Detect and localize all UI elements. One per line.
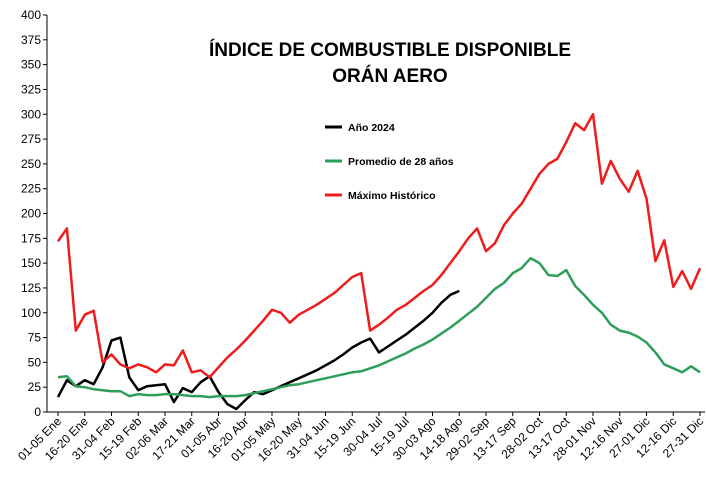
chart-title: ORÁN AERO bbox=[332, 65, 447, 87]
y-tick-label: 375 bbox=[21, 33, 41, 47]
y-tick-label: 275 bbox=[21, 132, 41, 146]
y-tick-label: 325 bbox=[21, 82, 41, 96]
chart-title: ÍNDICE DE COMBUSTIBLE DISPONIBLE bbox=[209, 39, 571, 61]
y-tick-label: 200 bbox=[21, 207, 41, 221]
y-tick-label: 100 bbox=[21, 306, 41, 320]
y-tick-label: 125 bbox=[21, 281, 41, 295]
y-tick-label: 75 bbox=[28, 331, 42, 345]
y-tick-label: 50 bbox=[28, 355, 42, 369]
series-line bbox=[56, 113, 702, 379]
y-tick-label: 250 bbox=[21, 157, 41, 171]
y-tick-label: 225 bbox=[21, 182, 41, 196]
legend-label: Año 2024 bbox=[348, 122, 395, 134]
series-line bbox=[57, 256, 701, 399]
legend-label: Promedio de 28 años bbox=[348, 156, 454, 168]
y-tick-label: 400 bbox=[21, 8, 41, 22]
y-tick-label: 150 bbox=[21, 256, 41, 270]
y-tick-label: 300 bbox=[21, 107, 41, 121]
y-tick-label: 350 bbox=[21, 58, 41, 72]
y-tick-label: 175 bbox=[21, 231, 41, 245]
y-tick-label: 25 bbox=[28, 380, 42, 394]
y-tick-label: 0 bbox=[34, 405, 41, 419]
legend-label: Máximo Histórico bbox=[348, 190, 436, 202]
